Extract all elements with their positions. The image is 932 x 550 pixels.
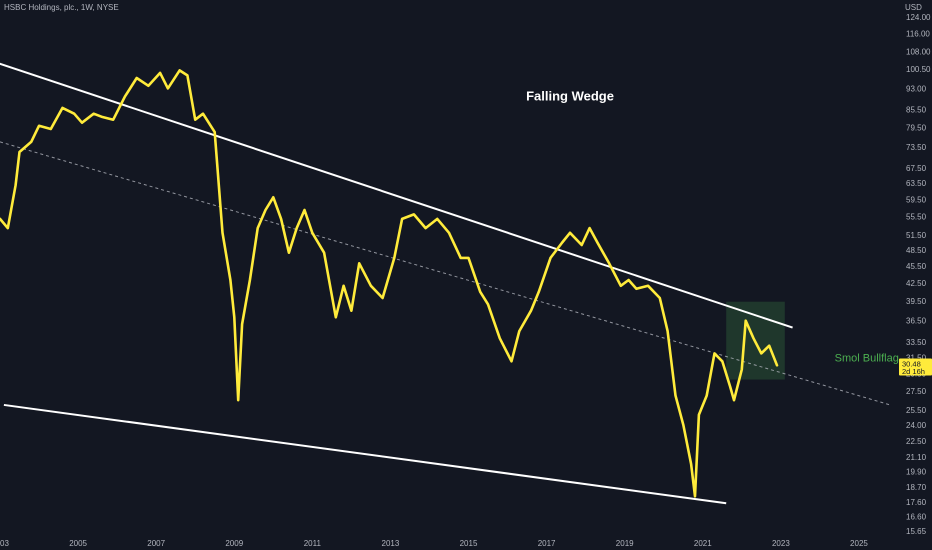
y-tick-label: 17.60	[906, 498, 927, 507]
y-tick-label: 116.00	[906, 30, 930, 39]
y-tick-label: 31.50	[906, 353, 927, 362]
y-tick-label: 42.50	[906, 279, 927, 288]
time-axis[interactable]: 03 2005 2007 2009 2011 2013 2015 2017 2019 2021 20…	[0, 539, 868, 548]
y-tick-label: 55.50	[906, 213, 927, 222]
last-price-value: 30.48	[902, 359, 921, 368]
series-layer	[0, 69, 779, 498]
y-tick-label: 51.50	[906, 231, 927, 240]
y-tick-label: 63.50	[906, 179, 927, 188]
bar-countdown: 2d 16h	[902, 367, 925, 376]
y-tick-label: 16.60	[906, 512, 927, 521]
annotation-falling-wedge: Falling Wedge	[526, 89, 614, 104]
y-tick-label: 79.50	[906, 123, 927, 132]
x-tick-label: 03	[0, 539, 9, 548]
x-tick-label: 2017	[538, 539, 556, 548]
x-tick-label: 2019	[616, 539, 634, 548]
upper-trendline	[0, 62, 793, 329]
y-tick-label: 24.00	[906, 421, 927, 430]
x-tick-label: 2009	[225, 539, 243, 548]
y-tick-label: 85.50	[906, 105, 927, 114]
lower-trendline	[3, 403, 727, 505]
x-tick-label: 2025	[850, 539, 868, 548]
y-tick-label: 124.00	[906, 13, 931, 22]
price-series-line	[0, 69, 779, 498]
y-tick-label: 93.00	[906, 84, 927, 93]
y-tick-label: 27.50	[906, 387, 927, 396]
x-tick-label: 2015	[460, 539, 478, 548]
y-tick-label: 15.65	[906, 527, 927, 536]
y-tick-label: 33.50	[906, 338, 927, 347]
last-price-box	[899, 358, 932, 376]
symbol-title: HSBC Holdings, plc., 1W, NYSE	[4, 3, 119, 12]
y-tick-label: 100.50	[906, 65, 931, 74]
x-tick-label: 2007	[147, 539, 165, 548]
annotation-bullflag: Smol Bullflag	[835, 352, 899, 364]
x-tick-label: 2023	[772, 539, 790, 548]
x-tick-label: 2011	[304, 539, 322, 548]
y-tick-label: 18.70	[906, 483, 927, 492]
y-tick-label: 21.10	[906, 453, 927, 462]
y-tick-label: 45.50	[906, 262, 927, 271]
y-tick-label: 67.50	[906, 164, 927, 173]
y-tick-label: 73.50	[906, 143, 927, 152]
price-axis[interactable]: 124.00 116.00 108.00 100.50 93.00 85.50 79.50 7…	[906, 13, 931, 536]
x-tick-label: 2005	[69, 539, 87, 548]
y-tick-label: 19.90	[906, 467, 927, 476]
y-tick-label: 22.50	[906, 437, 927, 446]
y-tick-label: 108.00	[906, 47, 931, 56]
y-tick-label: 39.50	[906, 297, 927, 306]
y-tick-label: 36.50	[906, 317, 927, 326]
y-tick-label: 48.50	[906, 246, 927, 255]
currency-label: USD	[905, 3, 922, 12]
midline-dashed	[0, 141, 891, 406]
x-tick-label: 2013	[382, 539, 400, 548]
x-tick-label: 2021	[694, 539, 712, 548]
y-tick-label: 25.50	[906, 406, 927, 415]
annotations-layer: Falling Wedge Smol Bullflag	[526, 89, 899, 365]
y-tick-label: 59.50	[906, 195, 927, 204]
